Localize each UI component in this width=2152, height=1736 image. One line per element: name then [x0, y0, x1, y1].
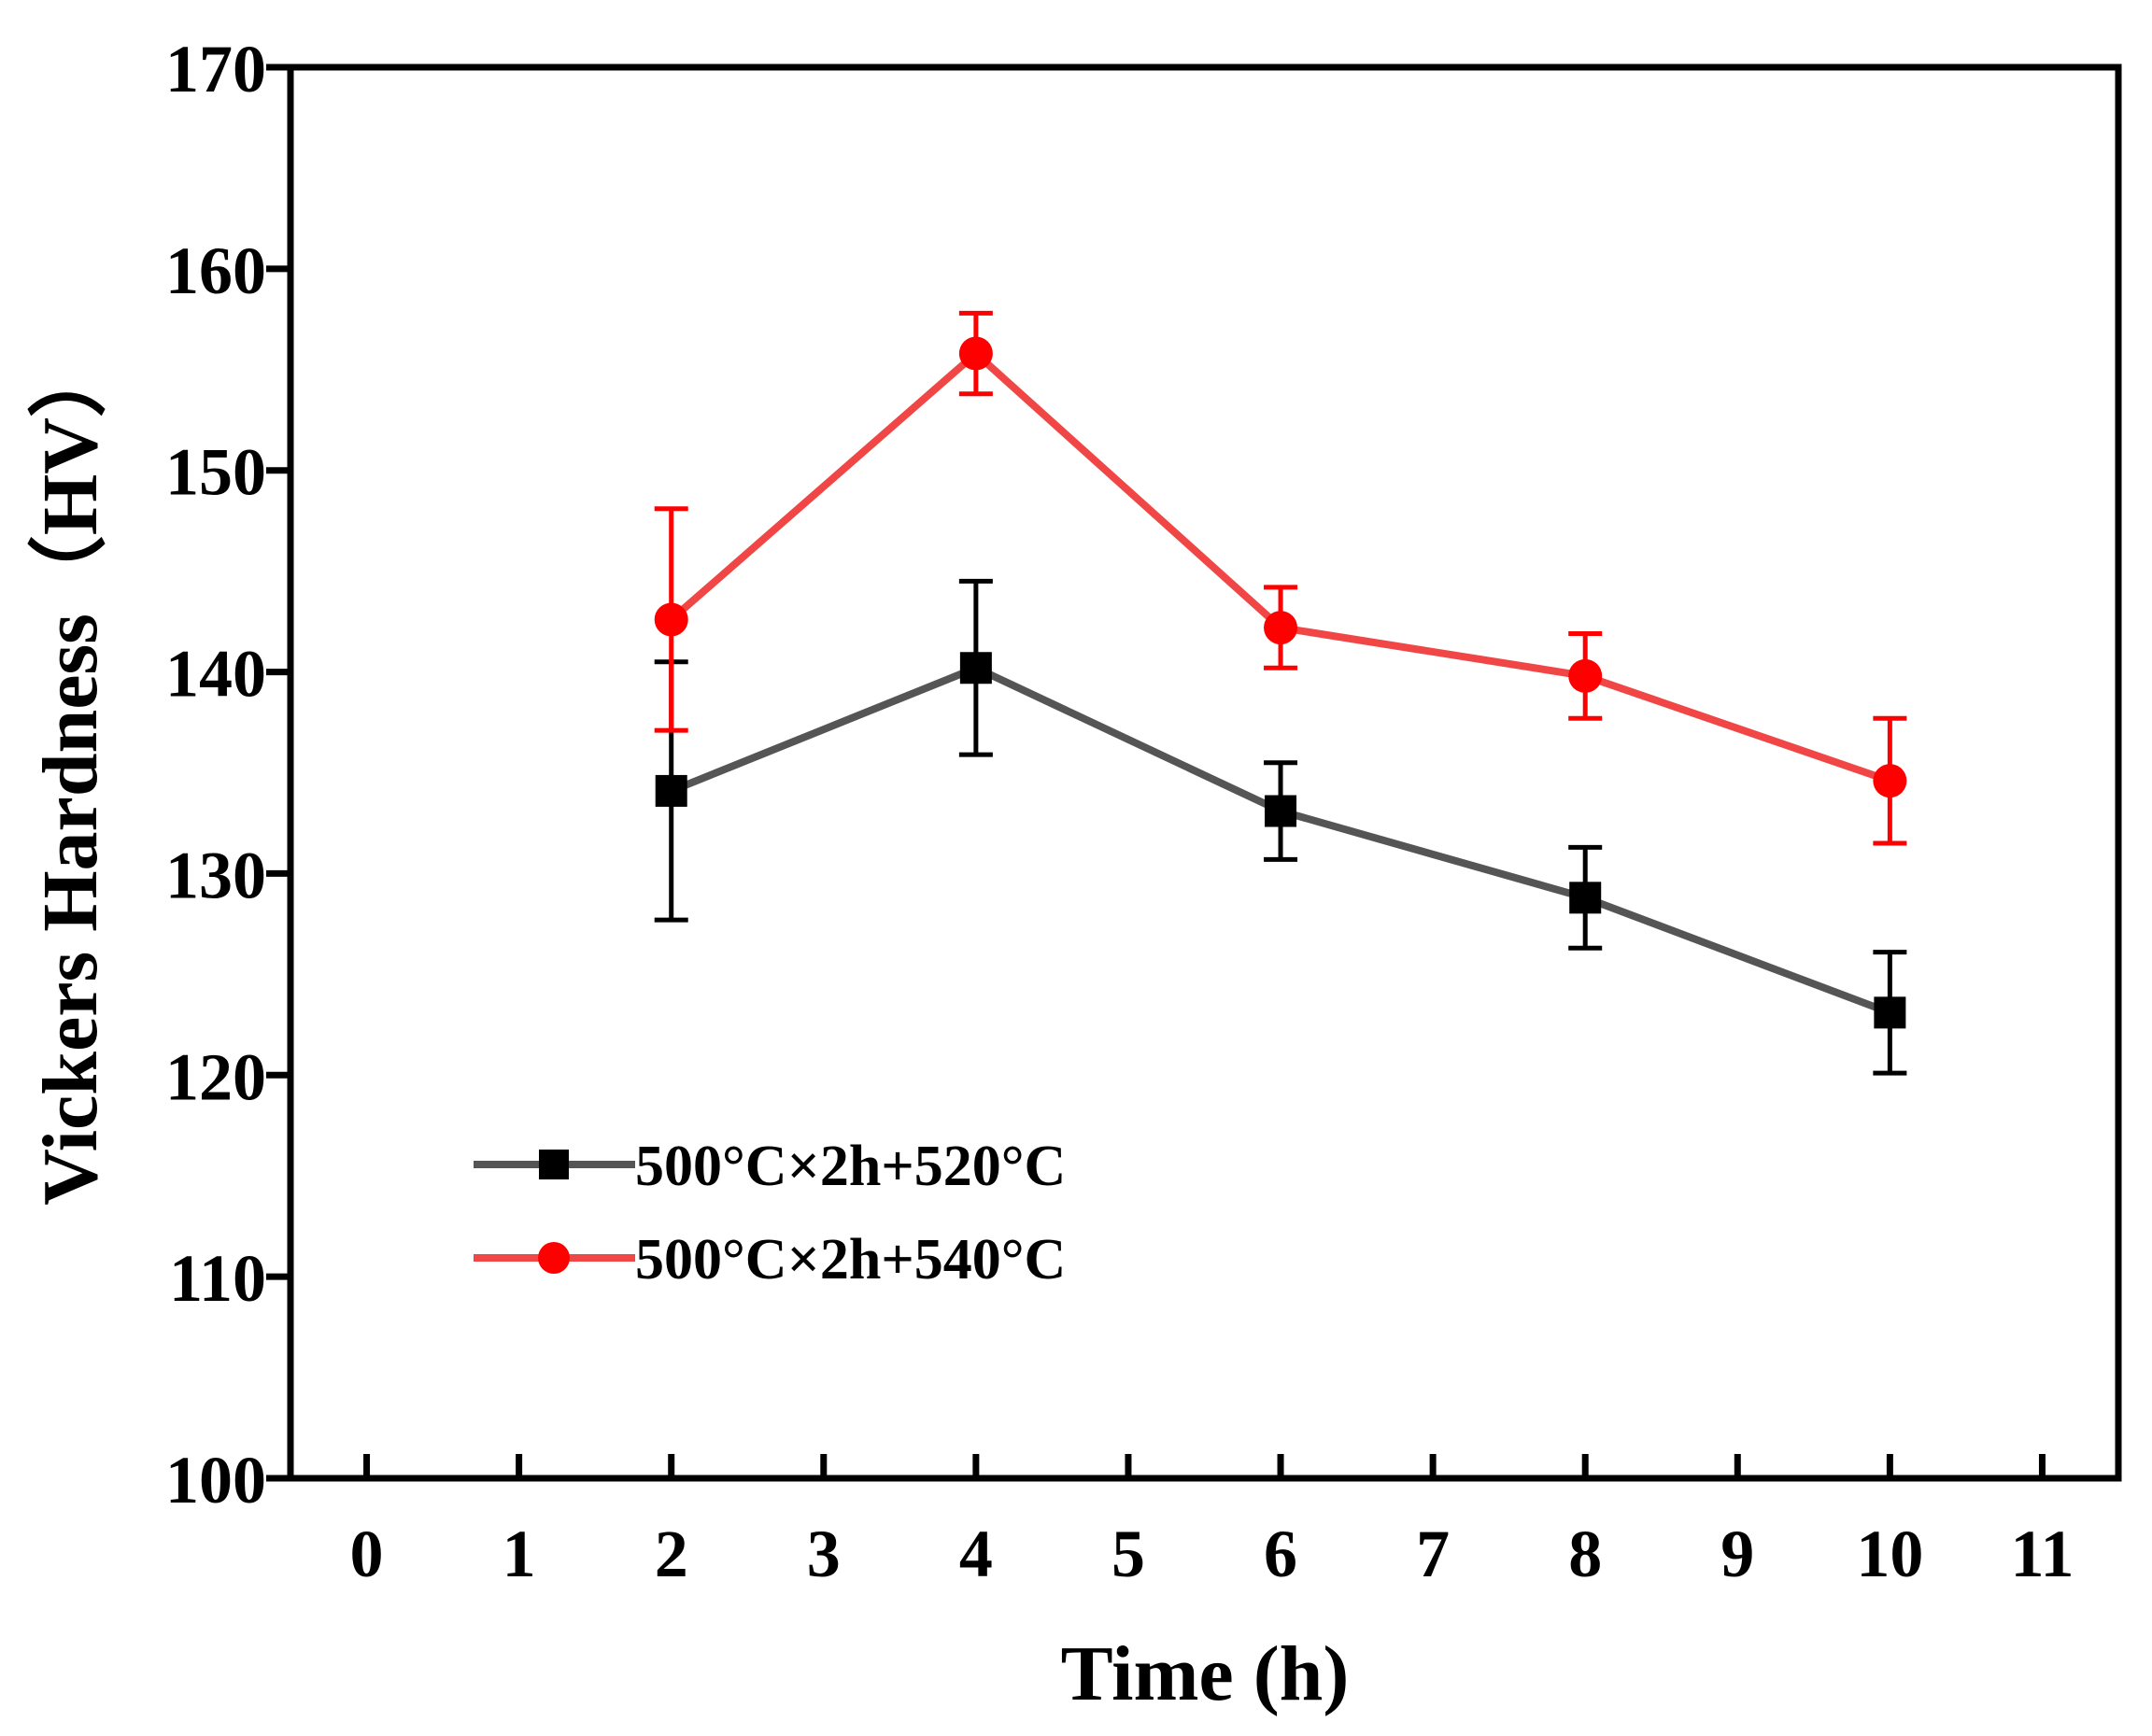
series-2 [654, 310, 1907, 846]
legend-marker [538, 1242, 570, 1274]
y-tick-label: 100 [165, 1443, 266, 1517]
x-tick-label: 7 [1416, 1517, 1450, 1591]
data-point [654, 602, 688, 637]
y-tick-label: 150 [165, 435, 266, 510]
chart-legend: 500°C×2h+520°C 500°C×2h+540°C [474, 1135, 1066, 1291]
y-tick-label: 110 [169, 1241, 266, 1316]
x-tick-label: 4 [959, 1517, 993, 1591]
y-tick-label: 130 [165, 838, 266, 912]
y-axis-title: Vickers Hardness（HV） [27, 339, 114, 1206]
x-tick-label: 3 [807, 1517, 841, 1591]
data-point [655, 774, 687, 807]
x-axis-title: Time (h) [1061, 1630, 1350, 1717]
data-point [1569, 882, 1602, 914]
y-tick-label: 140 [165, 637, 266, 712]
plot-area-frame [287, 64, 2122, 1482]
x-tick-label: 2 [655, 1517, 688, 1591]
x-tick-label: 1 [503, 1517, 536, 1591]
data-point [1874, 996, 1906, 1029]
data-point [958, 336, 993, 371]
x-tick-label: 6 [1264, 1517, 1297, 1591]
y-tick-label: 120 [165, 1039, 266, 1114]
data-point [1265, 795, 1297, 827]
x-tick-label: 11 [2010, 1517, 2074, 1591]
data-point [1873, 764, 1907, 798]
series-1 [654, 578, 1907, 1076]
y-tick-label: 170 [165, 32, 266, 106]
x-tick-label: 10 [1856, 1517, 1923, 1591]
legend-label: 500°C×2h+540°C [635, 1228, 1066, 1291]
legend-item-1: 500°C×2h+520°C [474, 1135, 1066, 1198]
x-tick-label: 9 [1720, 1517, 1754, 1591]
legend-item-2: 500°C×2h+540°C [474, 1228, 1066, 1291]
axis-ticks: 0 1 2 3 4 5 6 7 8 9 10 11 100 110 120 130 140 150 160 170 [165, 32, 2074, 1591]
data-point [959, 652, 992, 685]
legend-label: 500°C×2h+520°C [635, 1135, 1066, 1198]
data-point [1264, 611, 1298, 645]
legend-marker [539, 1150, 569, 1179]
x-tick-label: 0 [350, 1517, 384, 1591]
x-tick-label: 5 [1111, 1517, 1145, 1591]
data-point [1568, 658, 1603, 693]
y-tick-label: 160 [165, 233, 266, 308]
x-tick-label: 8 [1568, 1517, 1602, 1591]
plot-marks [654, 310, 1907, 1076]
